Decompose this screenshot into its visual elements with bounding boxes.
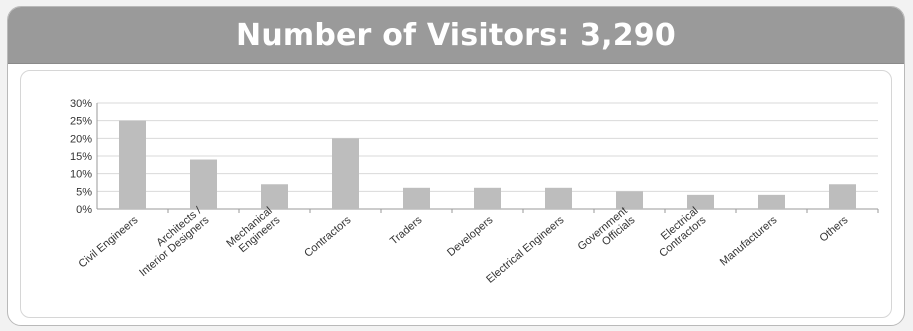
x-category-label: Contractors — [302, 214, 354, 260]
y-tick-label: 5% — [76, 186, 92, 198]
x-category-label-line: Contractors — [302, 214, 354, 260]
x-category-label: GovernmentOfficials — [576, 205, 638, 263]
bar — [190, 159, 217, 209]
bar — [829, 184, 856, 209]
x-category-label-line: Others — [817, 214, 850, 245]
x-category-label: Traders — [388, 214, 425, 248]
y-tick-label: 10% — [70, 169, 92, 181]
y-tick-label: 25% — [70, 116, 92, 128]
bar — [261, 184, 288, 209]
x-category-label: MechanicalEngineers — [224, 205, 282, 259]
x-category-label-line: Manufacturers — [718, 214, 780, 269]
banner-title: Number of Visitors: 3,290 — [236, 17, 676, 53]
x-category-label: Electrical Engineers — [484, 214, 567, 286]
chart-panel — [20, 70, 892, 318]
x-category-label: Developers — [445, 214, 496, 259]
x-category-label: ElectricalContractors — [649, 205, 708, 260]
bar — [687, 194, 714, 209]
bar — [545, 187, 572, 209]
y-tick-label: 20% — [70, 133, 92, 145]
x-category-label: Civil Engineers — [77, 214, 141, 271]
visitors-card: Number of Visitors: 3,290 — [7, 6, 905, 326]
bar — [474, 187, 501, 209]
x-category-label-line: Developers — [445, 214, 496, 259]
y-tick-label: 0% — [76, 204, 92, 216]
bar — [403, 187, 430, 209]
x-category-label: Manufacturers — [718, 214, 780, 269]
x-category-label: Architects /Interior Designers — [129, 204, 212, 279]
x-category-label-line: Traders — [388, 214, 425, 248]
title-banner: Number of Visitors: 3,290 — [8, 7, 904, 64]
bar — [332, 138, 359, 209]
y-tick-label: 15% — [70, 151, 92, 163]
x-category-label: Others — [817, 214, 850, 245]
bar — [119, 120, 146, 209]
y-tick-label: 30% — [70, 98, 92, 110]
x-category-label-line: Electrical Engineers — [484, 214, 567, 286]
bar — [758, 194, 785, 209]
bar — [616, 191, 643, 209]
x-category-label-line: Civil Engineers — [77, 214, 141, 271]
